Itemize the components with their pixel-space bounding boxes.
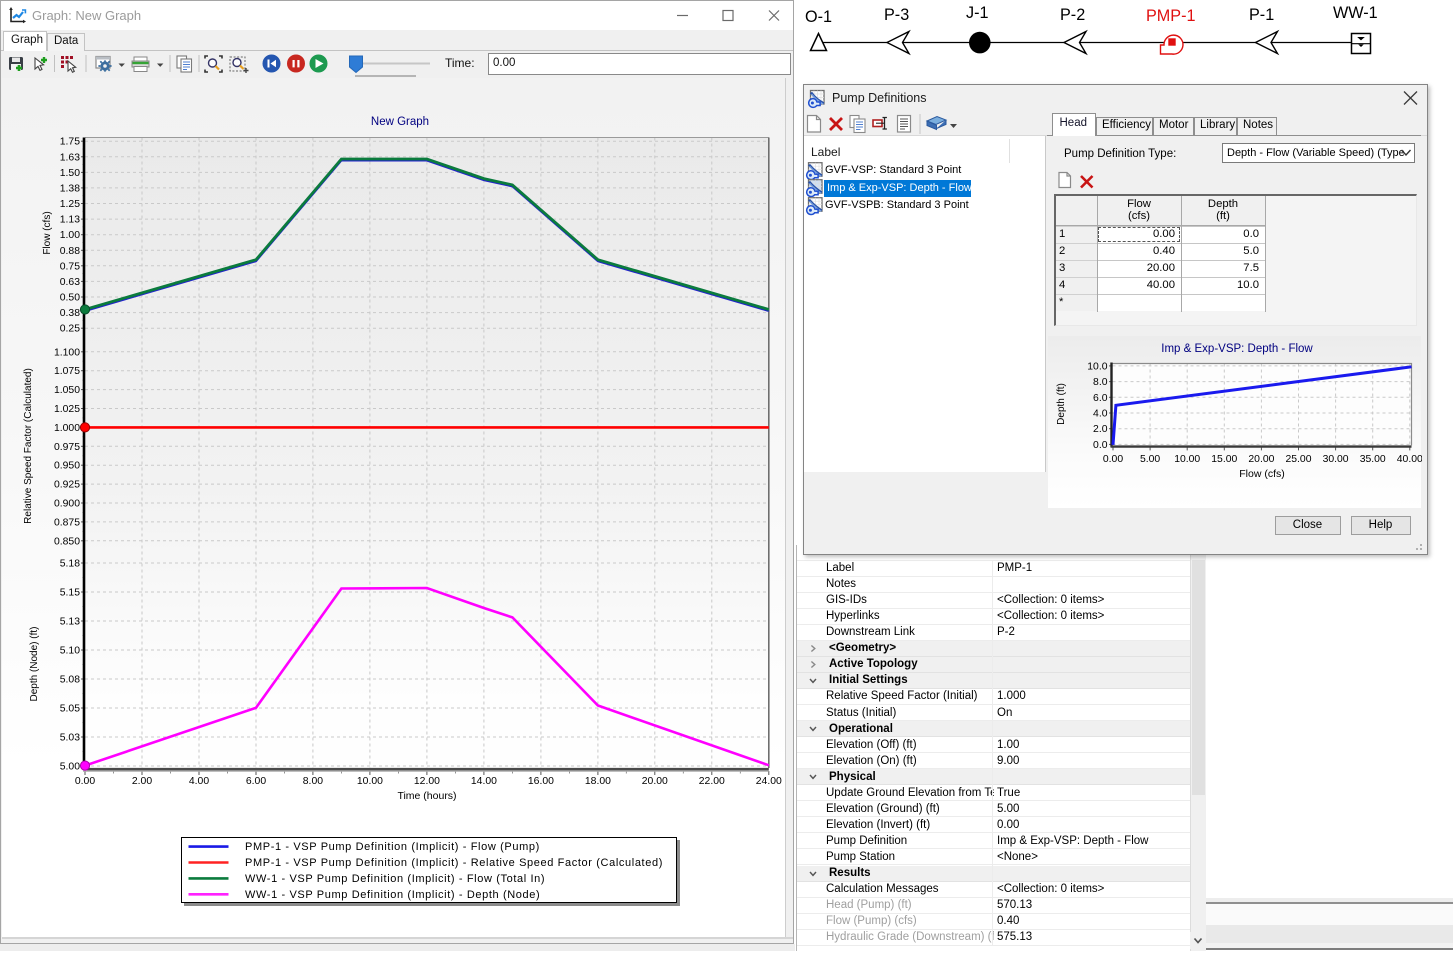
- svg-text:1.13: 1.13: [60, 215, 80, 226]
- svg-text:O-1: O-1: [805, 8, 832, 26]
- svg-text:15.00: 15.00: [1211, 454, 1237, 465]
- svg-text:1.025: 1.025: [54, 404, 80, 415]
- svg-text:PMP-1: PMP-1: [1146, 7, 1195, 25]
- svg-text:12.00: 12.00: [414, 776, 440, 787]
- svg-text:30.00: 30.00: [1323, 454, 1349, 465]
- svg-text:0.75: 0.75: [60, 261, 80, 272]
- svg-text:4.00: 4.00: [189, 776, 209, 787]
- svg-text:WW-1 - VSP Pump Definition (Im: WW-1 - VSP Pump Definition (Implicit) - …: [245, 889, 540, 901]
- svg-text:Flow (cfs): Flow (cfs): [42, 211, 53, 254]
- svg-text:5.05: 5.05: [60, 704, 80, 715]
- svg-text:1.63: 1.63: [60, 152, 80, 163]
- svg-text:1.000: 1.000: [54, 423, 80, 434]
- svg-text:1.50: 1.50: [60, 168, 80, 179]
- svg-text:5.03: 5.03: [60, 733, 80, 744]
- svg-text:1.25: 1.25: [60, 199, 80, 210]
- svg-text:WW-1 - VSP Pump Definition (Im: WW-1 - VSP Pump Definition (Implicit) - …: [245, 873, 545, 885]
- svg-text:4.0: 4.0: [1093, 409, 1108, 420]
- svg-text:16.00: 16.00: [528, 776, 554, 787]
- svg-text:8.00: 8.00: [303, 776, 323, 787]
- svg-text:35.00: 35.00: [1360, 454, 1386, 465]
- svg-text:1.050: 1.050: [54, 385, 80, 396]
- svg-text:0.875: 0.875: [54, 517, 80, 528]
- svg-text:5.18: 5.18: [60, 559, 80, 570]
- svg-text:5.15: 5.15: [60, 588, 80, 599]
- svg-text:Time (hours): Time (hours): [397, 790, 456, 802]
- svg-text:5.00: 5.00: [1140, 454, 1160, 465]
- svg-text:40.00: 40.00: [1397, 454, 1422, 465]
- svg-text:1.100: 1.100: [54, 347, 80, 358]
- svg-text:22.00: 22.00: [699, 776, 725, 787]
- svg-text:P-1: P-1: [1249, 6, 1274, 24]
- svg-text:New Graph: New Graph: [371, 116, 429, 128]
- svg-text:1.075: 1.075: [54, 366, 80, 377]
- svg-text:1.38: 1.38: [60, 183, 80, 194]
- svg-text:2.00: 2.00: [132, 776, 152, 787]
- svg-text:24.00: 24.00: [756, 776, 782, 787]
- svg-text:20.00: 20.00: [642, 776, 668, 787]
- svg-text:0.25: 0.25: [60, 324, 80, 335]
- svg-text:0.50: 0.50: [60, 293, 80, 304]
- svg-text:6.0: 6.0: [1093, 393, 1108, 404]
- svg-text:8.0: 8.0: [1093, 377, 1108, 388]
- svg-text:0.63: 0.63: [60, 277, 80, 288]
- svg-text:10.00: 10.00: [1174, 454, 1200, 465]
- svg-text:10.00: 10.00: [357, 776, 383, 787]
- svg-text:5.10: 5.10: [60, 646, 80, 657]
- svg-text:PMP-1 - VSP Pump Definition (I: PMP-1 - VSP Pump Definition (Implicit) -…: [245, 841, 540, 853]
- svg-text:P-2: P-2: [1060, 6, 1085, 24]
- svg-text:1.75: 1.75: [60, 137, 80, 148]
- svg-text:20.00: 20.00: [1248, 454, 1274, 465]
- svg-text:Flow (cfs): Flow (cfs): [1239, 468, 1285, 480]
- svg-text:Depth (Node) (ft): Depth (Node) (ft): [29, 626, 40, 701]
- svg-text:5.08: 5.08: [60, 675, 80, 686]
- svg-text:0.900: 0.900: [54, 499, 80, 510]
- svg-text:1.00: 1.00: [60, 230, 80, 241]
- svg-text:0.0: 0.0: [1093, 440, 1108, 451]
- svg-text:0.975: 0.975: [54, 442, 80, 453]
- svg-text:0.88: 0.88: [60, 246, 80, 257]
- svg-text:5.00: 5.00: [60, 762, 80, 773]
- svg-text:0.950: 0.950: [54, 461, 80, 472]
- svg-text:25.00: 25.00: [1285, 454, 1311, 465]
- svg-text:P-3: P-3: [884, 6, 909, 24]
- svg-text:J-1: J-1: [966, 4, 989, 22]
- svg-text:Depth (ft): Depth (ft): [1056, 383, 1067, 425]
- svg-text:Relative Speed Factor (Calcula: Relative Speed Factor (Calculated): [23, 368, 34, 524]
- svg-text:0.00: 0.00: [75, 776, 95, 787]
- svg-text:0.38: 0.38: [60, 308, 80, 319]
- svg-text:Imp & Exp-VSP: Depth - Flow: Imp & Exp-VSP: Depth - Flow: [1161, 343, 1313, 355]
- svg-text:0.850: 0.850: [54, 536, 80, 547]
- svg-text:6.00: 6.00: [246, 776, 266, 787]
- svg-text:18.00: 18.00: [585, 776, 611, 787]
- svg-text:0.00: 0.00: [1103, 454, 1123, 465]
- svg-text:WW-1: WW-1: [1333, 4, 1378, 22]
- svg-text:2.0: 2.0: [1093, 424, 1108, 435]
- svg-text:PMP-1 - VSP Pump Definition (I: PMP-1 - VSP Pump Definition (Implicit) -…: [245, 857, 663, 869]
- svg-text:10.0: 10.0: [1087, 361, 1107, 372]
- svg-text:0.925: 0.925: [54, 480, 80, 491]
- svg-text:5.13: 5.13: [60, 617, 80, 628]
- svg-text:14.00: 14.00: [471, 776, 497, 787]
